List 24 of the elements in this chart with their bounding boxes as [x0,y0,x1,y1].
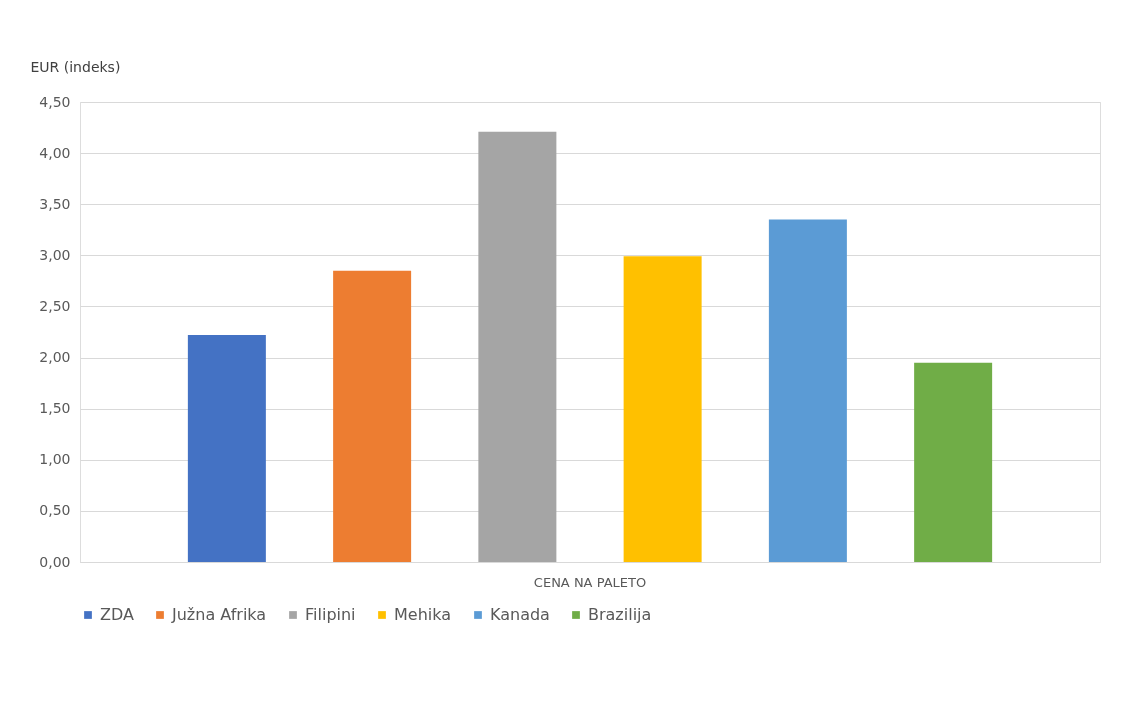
legend-label: Filipini [305,605,356,624]
y-tick-label: 3,00 [39,246,71,263]
bar [478,131,557,562]
legend-label: Kanada [490,605,550,624]
y-tick-label: 2,50 [39,297,71,314]
y-tick-label: 1,00 [39,451,71,468]
x-tick-label: CENA NA PALETO [533,574,647,590]
bar [768,219,847,562]
legend-label: ZDA [100,605,134,624]
y-axis-title: EUR (indeks) [30,58,121,75]
y-tick-label: 0,50 [39,502,71,519]
bar [914,362,993,562]
y-tick-label: 4,00 [39,144,71,161]
legend-label: Brazilija [588,605,652,624]
y-tick-label: 0,00 [39,553,71,570]
legend-label: Južna Afrika [171,605,267,624]
y-tick-label: 4,50 [39,93,71,110]
bar [623,256,702,562]
y-tick-label: 1,50 [39,400,71,417]
y-tick-label: 2,00 [39,349,71,366]
bar [333,270,412,562]
legend-label: Mehika [394,605,452,624]
bar [187,335,266,562]
y-tick-label: 3,50 [39,195,71,212]
